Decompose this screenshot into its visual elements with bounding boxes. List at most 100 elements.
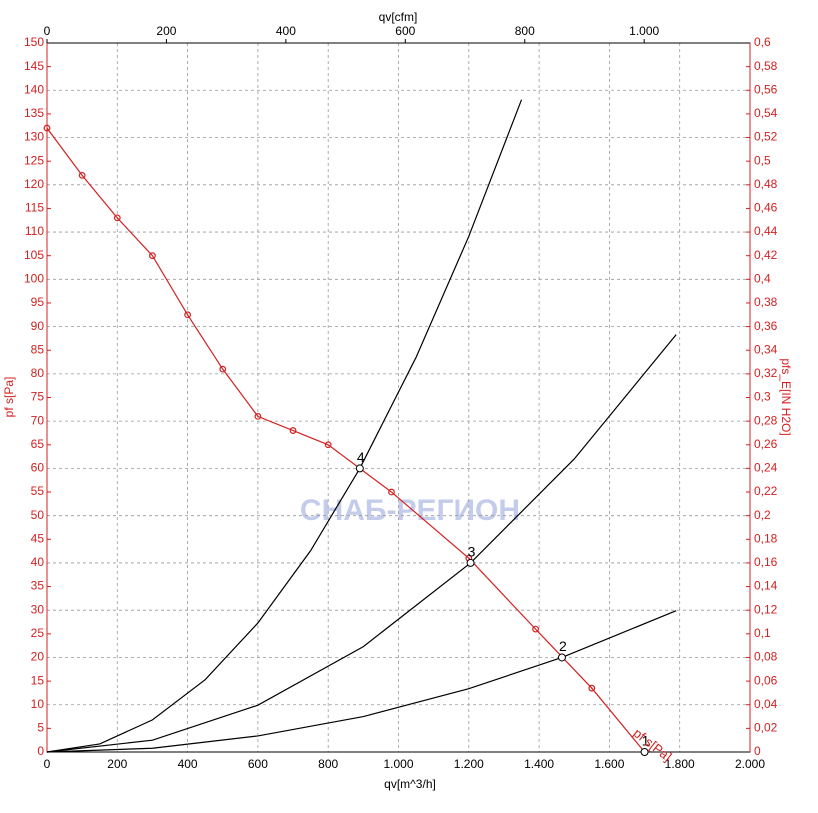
y-tick-label: 125 bbox=[24, 153, 44, 167]
y2-axis-label: pfs_E[IN H2O] bbox=[779, 358, 793, 435]
y2-tick-label: 0,26 bbox=[754, 437, 778, 451]
curve-label: pf s[Pa] bbox=[631, 725, 675, 764]
y-tick-label: 105 bbox=[24, 248, 44, 262]
curve-point bbox=[254, 413, 262, 420]
operating-point-label: 3 bbox=[468, 544, 476, 560]
x-tick-label: 1.800 bbox=[665, 757, 695, 771]
y2-tick-label: 0,5 bbox=[754, 153, 771, 167]
y-tick-label: 135 bbox=[24, 106, 44, 120]
y2-tick-label: 0,42 bbox=[754, 248, 778, 262]
y2-tick-label: 0,38 bbox=[754, 295, 778, 309]
y2-tick-label: 0,02 bbox=[754, 721, 778, 735]
x2-tick-label: 0 bbox=[44, 24, 51, 38]
y2-tick-label: 0,6 bbox=[754, 35, 771, 49]
y2-tick-label: 0,1 bbox=[754, 626, 771, 640]
x-tick-label: 2.000 bbox=[735, 757, 765, 771]
curve-point bbox=[184, 311, 192, 319]
x-tick-label: 400 bbox=[178, 757, 198, 771]
curve-point bbox=[289, 427, 297, 434]
y2-tick-label: 0,48 bbox=[754, 177, 778, 191]
y-tick-label: 5 bbox=[37, 721, 44, 735]
y-tick-label: 25 bbox=[31, 626, 45, 640]
y2-tick-label: 0,52 bbox=[754, 130, 778, 144]
x-tick-label: 1.200 bbox=[454, 757, 484, 771]
y2-tick-label: 0,24 bbox=[754, 461, 778, 475]
y2-tick-label: 0,58 bbox=[754, 59, 778, 73]
y-tick-label: 60 bbox=[31, 461, 45, 475]
y2-tick-label: 0,16 bbox=[754, 555, 778, 569]
y-tick-label: 115 bbox=[25, 201, 44, 215]
x-tick-label: 600 bbox=[248, 757, 268, 771]
x-tick-label: 800 bbox=[318, 757, 338, 771]
operating-point-label: 2 bbox=[559, 638, 567, 654]
y-axis-label: pf s[Pa] bbox=[2, 377, 16, 418]
curve bbox=[46, 610, 677, 753]
y-tick-label: 90 bbox=[31, 319, 45, 333]
y2-tick-label: 0,08 bbox=[754, 650, 778, 664]
y2-tick-label: 0,56 bbox=[754, 82, 778, 96]
curve-point bbox=[43, 124, 51, 132]
y-tick-label: 80 bbox=[31, 366, 45, 380]
y2-tick-label: 0,54 bbox=[754, 106, 778, 120]
y-tick-label: 100 bbox=[24, 272, 44, 286]
curve-point bbox=[324, 441, 332, 449]
y-tick-label: 40 bbox=[31, 555, 45, 569]
operating-point bbox=[640, 748, 649, 756]
y-tick-label: 95 bbox=[31, 295, 45, 309]
curve bbox=[46, 99, 523, 753]
curve-point bbox=[78, 171, 86, 179]
x-tick-label: 1.400 bbox=[524, 757, 554, 771]
y2-tick-label: 0,14 bbox=[754, 579, 778, 593]
x2-tick-label: 800 bbox=[515, 24, 535, 38]
curve-point bbox=[388, 488, 395, 496]
y-tick-label: 0 bbox=[37, 744, 44, 758]
y-tick-label: 45 bbox=[31, 531, 45, 545]
y2-tick-label: 0,34 bbox=[754, 342, 778, 356]
y2-tick-label: 0 bbox=[754, 744, 761, 758]
y2-tick-label: 0,28 bbox=[754, 413, 778, 427]
x2-tick-label: 400 bbox=[276, 24, 296, 38]
y-tick-label: 85 bbox=[31, 342, 45, 356]
y2-tick-label: 0,18 bbox=[754, 531, 778, 545]
y2-tick-label: 0,22 bbox=[754, 484, 778, 498]
y2-tick-label: 0,06 bbox=[754, 673, 778, 687]
x-tick-label: 0 bbox=[44, 757, 51, 771]
curve-point bbox=[532, 625, 539, 633]
operating-point-label: 4 bbox=[357, 449, 365, 465]
operating-point bbox=[557, 653, 566, 662]
y-tick-label: 35 bbox=[31, 579, 45, 593]
y-tick-label: 140 bbox=[24, 82, 44, 96]
y2-tick-label: 0,32 bbox=[754, 366, 778, 380]
operating-point-label: 1 bbox=[642, 733, 650, 749]
x2-axis-label: qv[cfm] bbox=[379, 10, 418, 24]
y-tick-label: 10 bbox=[31, 697, 45, 711]
y2-tick-label: 0,2 bbox=[754, 508, 771, 522]
y-tick-label: 65 bbox=[31, 437, 45, 451]
x-tick-label: 200 bbox=[107, 757, 127, 771]
y-tick-label: 110 bbox=[25, 224, 44, 238]
y-tick-label: 130 bbox=[24, 130, 44, 144]
y-tick-label: 120 bbox=[24, 177, 44, 191]
curve-point bbox=[113, 214, 121, 222]
x2-tick-label: 200 bbox=[156, 24, 176, 38]
x2-tick-label: 600 bbox=[395, 24, 415, 38]
operating-point bbox=[466, 558, 475, 567]
y-tick-label: 15 bbox=[31, 673, 45, 687]
y2-tick-label: 0,12 bbox=[754, 602, 778, 616]
y-tick-label: 75 bbox=[31, 390, 45, 404]
y2-tick-label: 0,44 bbox=[754, 224, 778, 238]
y-tick-label: 20 bbox=[31, 650, 45, 664]
y-tick-label: 30 bbox=[31, 602, 45, 616]
y2-tick-label: 0,46 bbox=[754, 201, 778, 215]
watermark: СНАБ-РЕГИОН bbox=[300, 494, 520, 527]
x-tick-label: 1.000 bbox=[383, 757, 413, 771]
x-axis-label: qv[m^3/h] bbox=[384, 777, 436, 791]
curve-point bbox=[219, 365, 227, 373]
y2-tick-label: 0,36 bbox=[754, 319, 778, 333]
y2-tick-label: 0,3 bbox=[754, 390, 771, 404]
curve-point bbox=[588, 684, 596, 692]
curve bbox=[46, 334, 677, 753]
operating-point bbox=[355, 464, 364, 473]
